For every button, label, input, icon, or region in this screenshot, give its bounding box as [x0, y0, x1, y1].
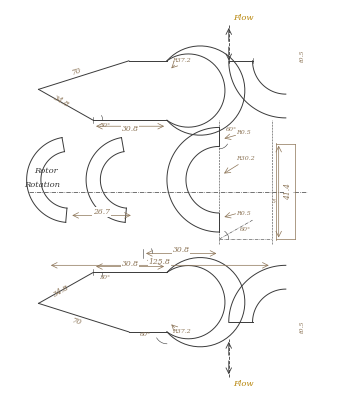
Text: 26.7: 26.7: [93, 208, 110, 216]
Text: Rotor: Rotor: [34, 166, 57, 175]
Text: 5: 5: [272, 199, 276, 204]
Text: 125.8: 125.8: [149, 258, 171, 266]
Text: Rotation: Rotation: [24, 181, 60, 189]
Text: R0.5: R0.5: [236, 130, 250, 135]
Text: t0.5: t0.5: [300, 50, 305, 62]
Text: R37.2: R37.2: [172, 58, 191, 63]
Text: R0.5: R0.5: [236, 210, 250, 216]
Text: 30°: 30°: [100, 275, 111, 280]
Text: Flow: Flow: [234, 380, 254, 388]
Text: R30.2: R30.2: [236, 156, 255, 161]
Text: 70: 70: [71, 316, 83, 326]
Text: 30°: 30°: [100, 123, 111, 127]
Text: 30.8: 30.8: [122, 125, 138, 133]
Text: 60°: 60°: [140, 332, 151, 337]
Text: Flow: Flow: [234, 14, 254, 22]
Text: 34.8: 34.8: [52, 94, 71, 109]
Text: R37.2: R37.2: [172, 329, 191, 335]
Text: 41.4: 41.4: [284, 183, 292, 200]
Text: 60°: 60°: [225, 127, 237, 132]
Text: 30.8: 30.8: [122, 260, 138, 268]
Text: 34.8: 34.8: [52, 284, 71, 299]
Text: 60°: 60°: [240, 227, 251, 232]
Text: 30°: 30°: [147, 257, 158, 262]
Text: 30.8: 30.8: [173, 246, 190, 254]
Text: 70: 70: [71, 66, 83, 77]
Text: t0.5: t0.5: [300, 321, 305, 333]
